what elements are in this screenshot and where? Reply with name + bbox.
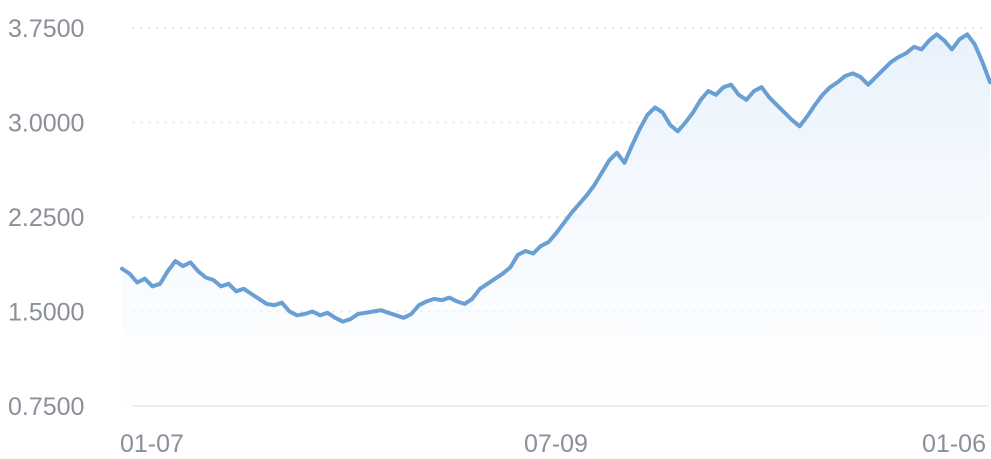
x-tick-label: 01-06 [922, 430, 986, 458]
area-fill-path [122, 34, 990, 407]
y-tick-label: 2.2500 [8, 204, 84, 232]
y-tick-label: 3.0000 [8, 110, 84, 138]
y-tick-label: 1.5000 [8, 299, 84, 327]
y-tick-label: 0.7500 [8, 393, 84, 421]
x-axis-ticks: 01-07 07-09 01-06 [120, 430, 986, 458]
area-fill [122, 34, 990, 407]
x-tick-label: 01-07 [120, 430, 184, 458]
y-tick-label: 3.7500 [8, 15, 84, 43]
series-line-path [120, 32, 991, 324]
x-tick-label: 07-09 [524, 430, 588, 458]
y-axis-ticks: 3.7500 3.0000 2.2500 1.5000 0.7500 [8, 15, 84, 421]
series-line [120, 32, 991, 324]
